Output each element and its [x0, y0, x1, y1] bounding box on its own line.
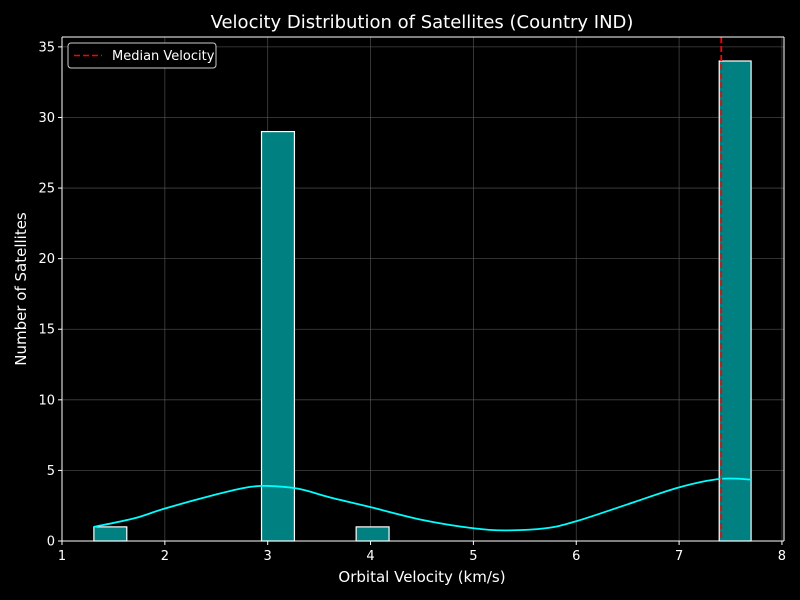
axes-layer [61, 36, 785, 542]
y-tick-label: 20 [38, 252, 55, 267]
x-tick-label: 3 [264, 549, 272, 564]
bar-layer [93, 60, 752, 542]
chart-title: Velocity Distribution of Satellites (Cou… [211, 12, 634, 33]
kde-curve [93, 477, 752, 532]
x-axis-label: Orbital Velocity (km/s) [338, 568, 505, 586]
y-tick-label: 35 [38, 40, 55, 55]
histogram-bar [93, 526, 128, 542]
x-tick-label: 8 [778, 549, 786, 564]
y-tick-label: 15 [38, 323, 55, 338]
x-tick-label: 7 [675, 549, 683, 564]
x-tick-label: 6 [572, 549, 580, 564]
kde-layer [93, 477, 752, 532]
grid-layer [61, 37, 784, 542]
y-tick-label: 5 [47, 464, 55, 479]
legend-median-label: Median Velocity [112, 49, 215, 64]
y-tick-label: 0 [47, 535, 55, 550]
histogram-bar [355, 526, 390, 542]
x-tick-label: 5 [469, 549, 477, 564]
histogram-bar [718, 60, 752, 542]
y-tick-label: 30 [38, 111, 55, 126]
y-tick-label: 25 [38, 182, 55, 197]
y-axis-label: Number of Satellites [12, 212, 30, 366]
ticks-layer: 1 2 3 4 5 6 7 8 0 5 10 15 20 25 30 35 [38, 40, 786, 564]
histogram-bar [260, 130, 296, 542]
x-tick-label: 4 [366, 549, 374, 564]
x-tick-label: 2 [161, 549, 169, 564]
legend: Median Velocity [67, 42, 217, 69]
legend-box [67, 42, 217, 69]
y-tick-label: 10 [38, 393, 55, 408]
x-tick-label: 1 [58, 549, 66, 564]
